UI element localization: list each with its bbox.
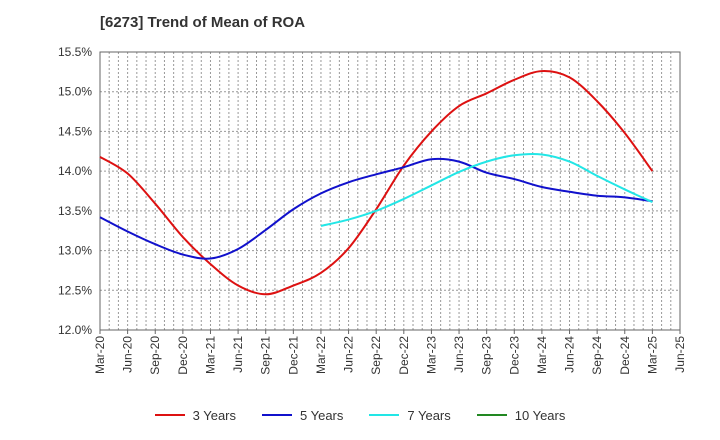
x-tick-label: Jun-25 [673,336,687,373]
x-tick-label: Sep-20 [148,336,162,375]
x-tick-label: Jun-23 [452,336,466,373]
x-tick-label: Dec-22 [397,336,411,375]
legend-swatch [154,414,185,416]
x-tick-label: Sep-23 [480,336,494,375]
legend-swatch [369,414,400,416]
y-tick-label: 13.5% [58,204,92,218]
series-lines [99,70,654,296]
plot-border [99,51,681,331]
x-tick-label: Jun-21 [231,336,245,373]
x-tick-label: Dec-20 [176,336,190,375]
y-tick-label: 12.5% [58,283,92,297]
x-tick-label: Mar-21 [203,336,217,374]
grid [99,51,681,331]
legend-label: 5 Years [300,407,344,423]
x-tick-label: Sep-24 [590,336,604,375]
x-tick-label: Mar-23 [424,336,438,374]
legend-item-10-years: 10 Years [476,407,566,423]
chart-title: [6273] Trend of Mean of ROA [100,14,306,31]
y-tick-label: 14.5% [58,124,92,138]
legend-label: 10 Years [514,407,566,423]
x-tick-label: Mar-25 [645,336,659,374]
y-tick-label: 13.0% [58,244,92,258]
legend-label: 7 Years [407,407,451,423]
x-tick-label: Dec-21 [286,336,300,375]
legend: 3 Years 5 Years 7 Years 10 Years [0,404,720,426]
x-tick-label: Dec-23 [507,336,521,375]
series-line-5-years [99,157,653,260]
x-tick-label: Sep-22 [369,336,383,375]
y-tick-label: 15.0% [58,85,92,99]
x-tick-label: Mar-24 [535,336,549,374]
x-tick-label: Sep-21 [259,336,273,375]
legend-label: 3 Years [192,407,236,423]
y-tick-label: 14.0% [58,164,92,178]
series-line-3-years [99,70,654,296]
x-tick-label: Dec-24 [618,336,632,375]
legend-swatch [262,414,292,416]
x-tick-label: Mar-22 [314,336,328,374]
axes [99,51,681,334]
series-line-7-years [320,152,653,227]
x-tick-label: Jun-20 [121,336,135,373]
tick-labels: 12.0% 12.5% 13.0% 13.5% 14.0% 14.5% 15.0% 15.5%… [58,45,687,375]
legend-item-7-years: 7 Years [369,407,451,423]
legend-item-5-years: 5 Years [262,408,343,423]
legend-swatch [476,414,507,416]
x-tick-label: Jun-22 [342,336,356,373]
x-tick-label: Jun-24 [563,336,577,373]
roa-line-chart: 12.0% 12.5% 13.0% 13.5% 14.0% 14.5% 15.0% 15.5%… [58,45,687,375]
y-tick-label: 12.0% [58,323,92,337]
y-tick-label: 15.5% [58,45,92,59]
legend-item-3-years: 3 Years [154,407,236,423]
x-tick-label: Mar-20 [93,336,107,374]
